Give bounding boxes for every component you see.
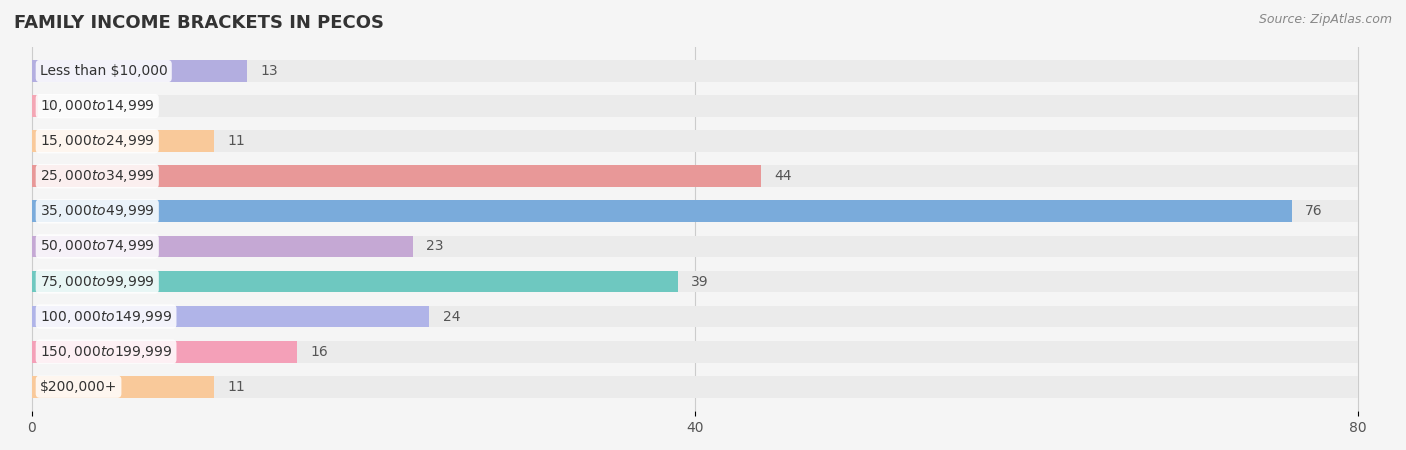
Text: $75,000 to $99,999: $75,000 to $99,999 xyxy=(39,274,155,289)
Bar xyxy=(31,201,1292,222)
Text: 13: 13 xyxy=(260,64,278,78)
Text: 11: 11 xyxy=(228,380,245,394)
Text: $100,000 to $149,999: $100,000 to $149,999 xyxy=(39,309,173,324)
Bar xyxy=(31,95,38,117)
Bar xyxy=(31,341,1358,363)
Text: 44: 44 xyxy=(775,169,792,183)
Bar xyxy=(31,341,297,363)
Text: 16: 16 xyxy=(311,345,328,359)
Bar xyxy=(31,306,1358,328)
Bar xyxy=(31,166,761,187)
Bar xyxy=(31,60,1358,82)
Text: 11: 11 xyxy=(228,134,245,148)
Text: 39: 39 xyxy=(692,274,709,288)
Text: $150,000 to $199,999: $150,000 to $199,999 xyxy=(39,344,173,360)
Text: Source: ZipAtlas.com: Source: ZipAtlas.com xyxy=(1258,14,1392,27)
Bar xyxy=(31,130,214,152)
Bar xyxy=(31,376,1358,398)
Text: $25,000 to $34,999: $25,000 to $34,999 xyxy=(39,168,155,184)
Bar xyxy=(31,270,678,292)
Text: $35,000 to $49,999: $35,000 to $49,999 xyxy=(39,203,155,219)
Text: $50,000 to $74,999: $50,000 to $74,999 xyxy=(39,238,155,254)
Text: $10,000 to $14,999: $10,000 to $14,999 xyxy=(39,98,155,114)
Text: Less than $10,000: Less than $10,000 xyxy=(39,64,167,78)
Bar xyxy=(31,130,1358,152)
Text: $15,000 to $24,999: $15,000 to $24,999 xyxy=(39,133,155,149)
Bar xyxy=(31,235,413,257)
Bar xyxy=(31,306,429,328)
Text: 76: 76 xyxy=(1305,204,1323,218)
Text: 0: 0 xyxy=(45,99,53,113)
Text: 24: 24 xyxy=(443,310,460,324)
Text: FAMILY INCOME BRACKETS IN PECOS: FAMILY INCOME BRACKETS IN PECOS xyxy=(14,14,384,32)
Bar xyxy=(31,235,1358,257)
Bar xyxy=(31,376,214,398)
Bar xyxy=(31,270,1358,292)
Text: 23: 23 xyxy=(426,239,444,253)
Bar xyxy=(31,60,247,82)
Text: $200,000+: $200,000+ xyxy=(39,380,117,394)
Bar xyxy=(31,95,1358,117)
Bar xyxy=(31,166,1358,187)
Bar xyxy=(31,201,1358,222)
